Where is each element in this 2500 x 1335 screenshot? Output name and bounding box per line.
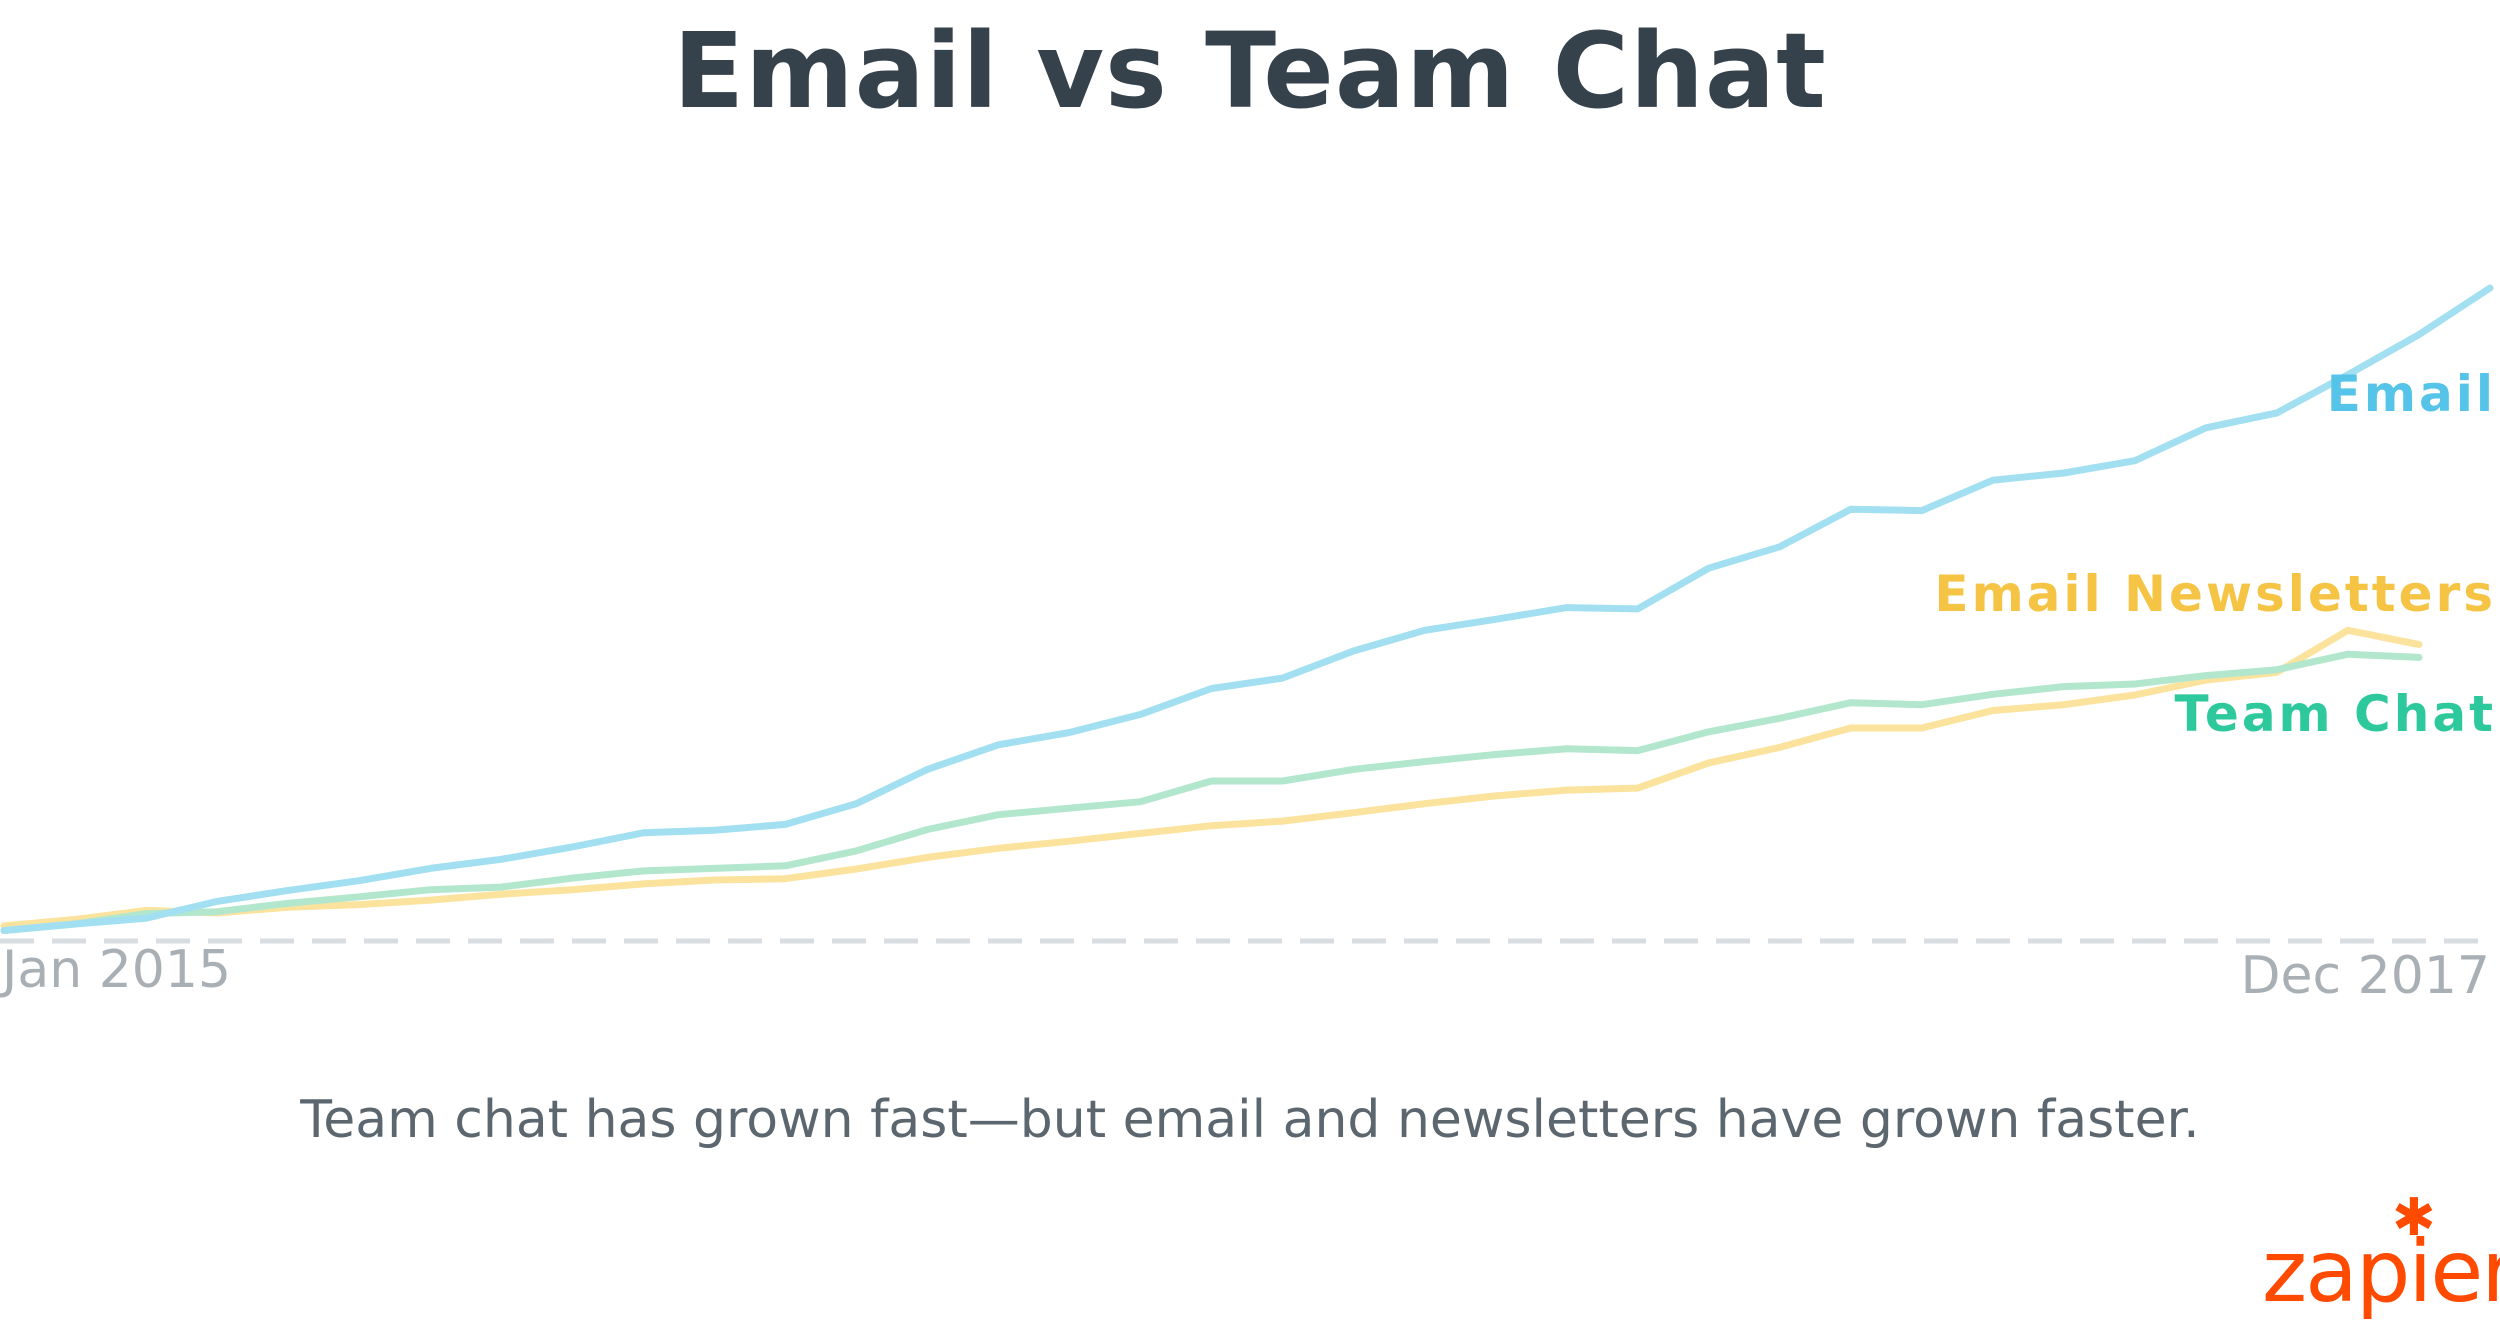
series-label-layer: Email Email Newsletters Team Chat [1934, 365, 2496, 743]
series-line-team-chat [0, 650, 2423, 934]
series-line-email [0, 284, 2494, 934]
zapier-logo: zapier ✱ [2262, 1188, 2500, 1322]
chart-title: Email vs Team Chat [673, 10, 1827, 132]
x-tick-end: Dec 2017 [2241, 946, 2491, 1006]
series-label-team-chat: Team Chat [2174, 685, 2496, 743]
series-label-email-newsletters: Email Newsletters [1934, 565, 2496, 623]
series-label-email: Email [2327, 365, 2496, 423]
x-tick-start: Jan 2015 [0, 940, 231, 1000]
zapier-asterisk-icon: ✱ [2392, 1188, 2436, 1248]
series-layer [0, 284, 2494, 934]
chart-caption: Team chat has grown fast—but email and n… [300, 1090, 2200, 1150]
